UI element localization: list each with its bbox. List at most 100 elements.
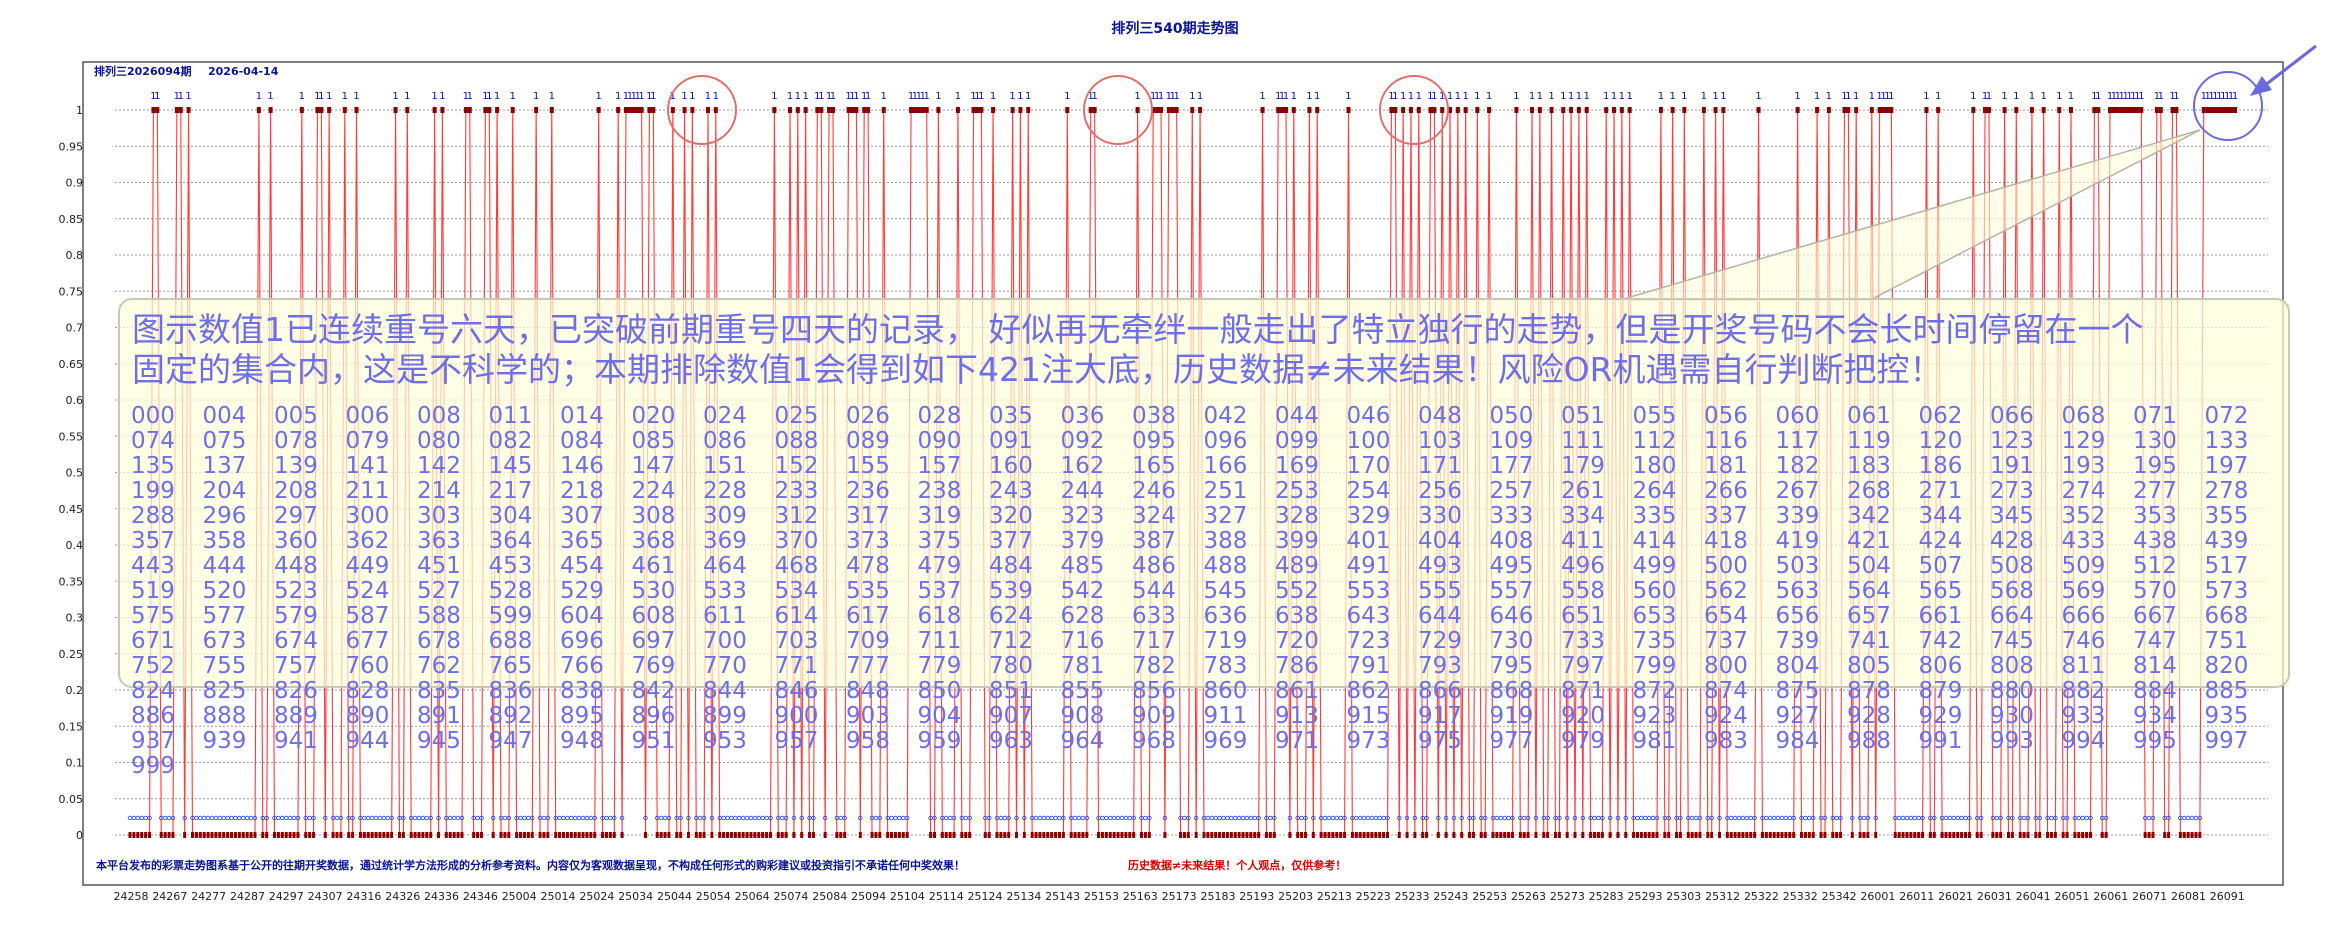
data-point-0 xyxy=(1339,832,1343,838)
data-point-0 xyxy=(1179,832,1183,838)
data-point-0 xyxy=(2198,832,2202,838)
data-point-0-marker xyxy=(1607,815,1613,821)
data-label-1: 1 xyxy=(845,91,851,102)
candidate-number: 868 xyxy=(1489,678,1534,704)
data-point-1 xyxy=(2174,107,2179,113)
candidate-number: 267 xyxy=(1775,478,1820,504)
data-point-0-marker xyxy=(2103,815,2109,821)
data-point-0 xyxy=(499,832,503,838)
data-point-0-marker xyxy=(369,815,375,821)
candidate-number: 808 xyxy=(1990,653,2034,679)
candidate-number: 860 xyxy=(1203,678,1248,704)
data-point-0 xyxy=(839,832,843,838)
candidate-number: 103 xyxy=(1418,428,1462,454)
data-point-0-marker xyxy=(1354,815,1359,821)
data-point-0-marker xyxy=(697,815,703,821)
candidate-number: 524 xyxy=(345,578,390,604)
candidate-number: 828 xyxy=(345,678,390,704)
candidate-number: 512 xyxy=(2133,553,2177,579)
data-point-0 xyxy=(1874,832,1878,838)
data-point-1 xyxy=(639,107,644,113)
data-label-1: 1 xyxy=(2201,91,2207,102)
data-point-1 xyxy=(1448,107,1453,113)
candidate-number: 577 xyxy=(202,603,247,629)
data-point-0 xyxy=(1725,832,1729,838)
data-point-1 xyxy=(174,107,179,113)
x-tick-label: 26091 xyxy=(2210,890,2245,903)
data-point-0-marker xyxy=(1326,815,1332,821)
data-point-0-marker xyxy=(1236,815,1242,821)
candidate-number: 903 xyxy=(846,703,890,729)
data-point-0-marker xyxy=(1037,815,1043,821)
data-point-0 xyxy=(1788,832,1792,838)
data-point-0-marker xyxy=(1998,815,2003,821)
data-point-0 xyxy=(1511,832,1515,838)
candidate-number: 443 xyxy=(131,553,175,579)
candidate-number: 157 xyxy=(917,453,962,479)
data-point-0 xyxy=(1979,832,1983,838)
data-label-1: 1 xyxy=(2228,91,2234,102)
data-point-0 xyxy=(276,832,280,838)
candidate-number: 375 xyxy=(917,528,962,554)
data-label-1: 1 xyxy=(1431,91,1437,102)
candidate-number: 082 xyxy=(488,428,533,454)
data-point-0-marker xyxy=(811,815,816,821)
data-point-0-marker xyxy=(541,815,547,821)
candidate-number: 981 xyxy=(1632,728,1677,754)
candidate-number: 028 xyxy=(917,403,962,429)
data-label-1: 1 xyxy=(795,91,801,102)
data-point-0 xyxy=(577,832,581,838)
candidate-number: 363 xyxy=(417,528,461,554)
data-point-1 xyxy=(1260,107,1265,113)
data-point-0 xyxy=(1600,832,1604,838)
data-point-0 xyxy=(960,832,964,838)
data-label-1: 1 xyxy=(1576,91,1582,102)
data-point-0 xyxy=(749,832,753,838)
candidate-number: 162 xyxy=(1060,453,1105,479)
data-point-0-marker xyxy=(1385,815,1390,821)
candidate-number: 004 xyxy=(202,403,247,429)
candidate-number: 186 xyxy=(1918,453,1963,479)
candidate-number: 846 xyxy=(774,678,819,704)
y-tick-label: 1 xyxy=(76,104,83,117)
candidate-number: 439 xyxy=(2204,528,2249,554)
data-label-1: 1 xyxy=(1025,91,1031,102)
x-tick-label: 25024 xyxy=(579,890,614,903)
data-point-0 xyxy=(479,832,483,838)
x-tick-label: 25193 xyxy=(1239,890,1274,903)
data-point-0 xyxy=(1343,832,1347,838)
data-point-1 xyxy=(2229,107,2234,113)
candidate-number: 644 xyxy=(1418,603,1462,629)
data-point-1 xyxy=(2057,107,2062,113)
data-point-0 xyxy=(1678,832,1682,838)
candidate-number: 569 xyxy=(2061,578,2106,604)
candidate-number: 236 xyxy=(846,478,890,504)
data-point-0 xyxy=(1358,832,1362,838)
candidate-number: 588 xyxy=(417,603,461,629)
data-label-1: 1 xyxy=(924,91,930,102)
data-point-0 xyxy=(222,832,226,838)
data-point-0-marker xyxy=(436,815,441,821)
candidate-number: 668 xyxy=(2204,603,2249,629)
candidate-number: 334 xyxy=(1561,503,1605,529)
data-point-0-marker xyxy=(1768,815,1773,821)
data-point-0-marker xyxy=(748,815,754,821)
x-tick-label: 25104 xyxy=(890,890,925,903)
x-tick-label: 25283 xyxy=(1589,890,1624,903)
candidate-number: 324 xyxy=(1132,503,1176,529)
candidate-number: 449 xyxy=(345,553,390,579)
candidate-number: 995 xyxy=(2133,728,2177,754)
candidate-number: 599 xyxy=(488,603,533,629)
candidate-number: 771 xyxy=(774,653,819,679)
candidate-number: 678 xyxy=(417,628,461,654)
candidate-number: 964 xyxy=(1060,728,1105,754)
data-point-1 xyxy=(975,107,980,113)
data-point-0-marker xyxy=(252,815,258,821)
data-point-0-marker xyxy=(1061,815,1066,821)
data-point-0 xyxy=(1635,832,1639,838)
data-point-0 xyxy=(1835,832,1839,838)
data-point-1 xyxy=(881,107,886,113)
data-point-0 xyxy=(546,832,550,838)
candidate-number: 152 xyxy=(774,453,819,479)
data-label-1: 1 xyxy=(1560,91,1566,102)
